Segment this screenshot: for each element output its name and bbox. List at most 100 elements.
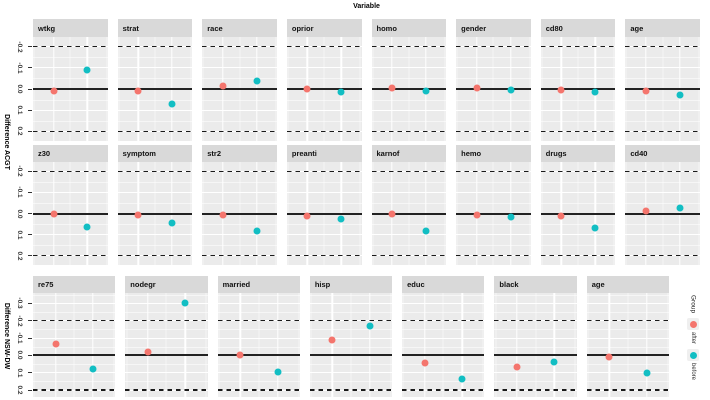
point-after: [219, 211, 227, 219]
facet-strip: black: [494, 276, 577, 293]
panel-plot-area: [33, 37, 108, 141]
point-after: [388, 210, 396, 217]
facet-strip-label: re75: [38, 280, 54, 289]
threshold-dashed-line: [286, 130, 362, 133]
point-before: [253, 227, 261, 235]
gridline-v-major: [331, 293, 334, 397]
facet-strip: race: [202, 19, 277, 37]
facet-strip: drugs: [540, 145, 616, 162]
y-axis-tick-label: 0.0: [16, 84, 23, 94]
threshold-dashed-line: [33, 254, 108, 257]
y-axis-tick-mark: [28, 354, 32, 356]
gridline-v-minor: [258, 293, 260, 397]
legend-item-after: after: [687, 318, 699, 344]
plot-title: Variable: [353, 3, 380, 10]
gridline-v-minor: [667, 293, 669, 397]
facet-strip: oprior: [286, 19, 362, 37]
point-before: [274, 368, 282, 376]
facet-strip-label: cd40: [630, 149, 648, 158]
zero-line: [625, 88, 700, 90]
point-after: [642, 87, 650, 95]
point-before: [253, 77, 261, 84]
threshold-dashed-line: [117, 170, 193, 173]
facet-row: re75 nodegr married hisp educ black age: [33, 276, 669, 397]
facet-strip: cd40: [625, 145, 700, 162]
facet-strip-label: preanti: [291, 149, 317, 158]
y-axis-tick-mark: [28, 170, 32, 172]
threshold-dashed-line: [494, 389, 577, 391]
facet-strip-label: age: [630, 23, 644, 33]
threshold-dashed-line: [33, 45, 108, 48]
y-axis-tick-label: -0.2: [16, 40, 23, 53]
gridline-v-major: [369, 293, 371, 397]
zero-line: [125, 354, 208, 357]
panel-plot-area: [402, 293, 485, 397]
point-after: [50, 210, 58, 217]
y-axis-tick-mark: [28, 191, 32, 193]
threshold-dashed-line: [33, 389, 116, 391]
facet-strip: strat: [117, 19, 193, 37]
facet-row: wtkg strat race oprior homo gender cd80 age: [33, 19, 700, 141]
point-after: [303, 212, 311, 220]
legend-key-after: [687, 318, 699, 331]
threshold-dashed-line: [202, 130, 277, 133]
threshold-dashed-line: [456, 170, 531, 173]
gridline-v-minor: [113, 293, 115, 397]
point-after: [557, 212, 565, 220]
panel-plot-area: [217, 293, 300, 397]
point-after: [642, 207, 650, 215]
gridline-v-major: [646, 293, 648, 397]
panel-plot-area: [540, 162, 616, 265]
threshold-dashed-line: [586, 389, 669, 391]
facet-strip: educ: [402, 276, 485, 293]
facet-panel-married: married: [217, 276, 300, 397]
y-axis-tick-mark: [28, 88, 32, 90]
facet-strip-label: homo: [376, 23, 397, 33]
zero-line: [33, 212, 108, 215]
point-before: [168, 219, 176, 227]
legend-key-before: [687, 349, 699, 362]
y-axis-tick-label: 0.1: [16, 229, 23, 240]
point-after: [144, 348, 152, 356]
facet-strip: karnof: [371, 145, 447, 162]
panel-plot-area: [33, 293, 116, 397]
facet-strip-label: hisp: [314, 280, 331, 289]
threshold-dashed-line: [586, 319, 669, 322]
facet-panel-gender: gender: [456, 19, 531, 141]
facet-strip-label: symptom: [122, 149, 156, 158]
gridline-v-minor: [350, 293, 352, 397]
gridline-v-minor: [402, 293, 404, 397]
panel-plot-area: [456, 162, 531, 265]
threshold-dashed-line: [402, 319, 485, 322]
facet-strip-label: cd80: [545, 23, 563, 33]
facet-panel-nodegr: nodegr: [125, 276, 208, 397]
y-axis-tick-mark: [28, 337, 32, 339]
threshold-dashed-line: [456, 130, 531, 133]
gridline-v-minor: [218, 293, 220, 397]
y-axis-tick-mark: [28, 389, 32, 391]
threshold-dashed-line: [625, 170, 700, 173]
point-after: [513, 363, 521, 371]
point-before: [83, 223, 91, 231]
threshold-dashed-line: [371, 170, 447, 173]
zero-line: [371, 212, 447, 215]
point-before: [83, 66, 91, 74]
gridline-v-minor: [442, 293, 444, 397]
point-after: [134, 211, 142, 219]
facet-strip-label: z30: [38, 149, 51, 158]
y-axis-tick-mark: [28, 213, 32, 214]
point-after: [303, 85, 311, 93]
facet-strip: cd80: [540, 19, 616, 37]
zero-line: [494, 354, 577, 357]
threshold-dashed-line: [402, 389, 485, 391]
facet-strip: married: [217, 276, 300, 293]
zero-line: [202, 212, 277, 215]
facet-strip-label: married: [222, 280, 251, 289]
facet-strip-label: hemo: [461, 149, 482, 158]
y-axis-tick-label: -0.1: [16, 186, 23, 199]
y-axis-tick-label: 0.0: [16, 208, 23, 219]
gridline-v-minor: [165, 293, 167, 397]
point-before: [591, 88, 599, 96]
facet-panel-cd40: cd40: [625, 145, 700, 265]
